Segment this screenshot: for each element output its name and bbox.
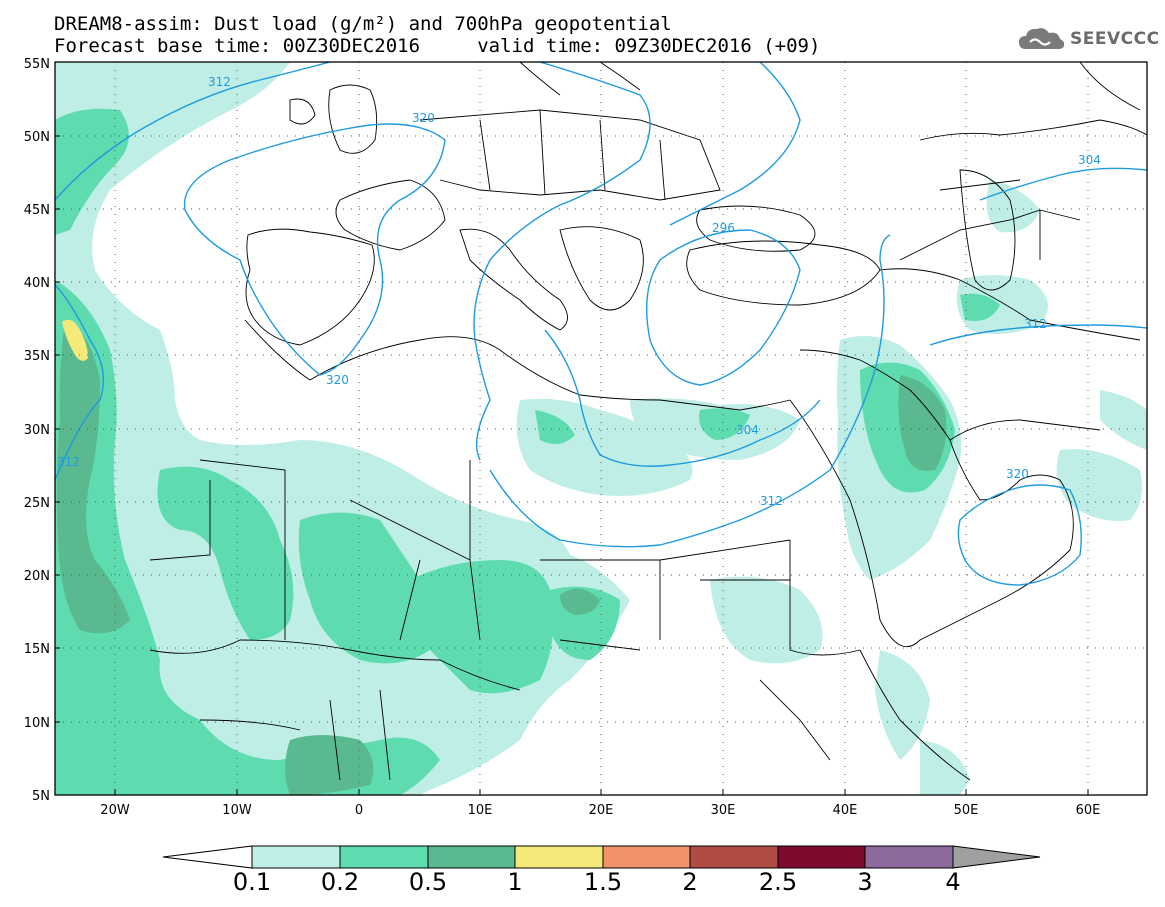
colorbar-high-triangle <box>952 845 1041 869</box>
seevccc-logo: SEEVCCC <box>1018 24 1160 54</box>
geopotential-contours <box>55 62 1147 586</box>
contour-label: 320 <box>326 373 349 387</box>
contour-label: 304 <box>736 423 759 437</box>
cloud-icon <box>1019 28 1065 49</box>
dust-shading-1.0 <box>62 319 88 361</box>
colorbar-label: 2.5 <box>758 868 798 896</box>
country-borders <box>149 62 1147 781</box>
lon-label: 20E <box>589 803 614 818</box>
contour-label: 320 <box>1006 467 1029 481</box>
lat-label: 45N <box>24 203 50 218</box>
colorbar-label: 1.5 <box>583 868 623 896</box>
lon-label: 0 <box>355 803 363 818</box>
lat-label: 5N <box>32 789 50 804</box>
lon-label: 20W <box>100 803 130 818</box>
lat-label: 10N <box>24 716 50 731</box>
axis-ticks <box>55 135 1089 795</box>
colorbar-label: 4 <box>945 868 961 896</box>
colorbar-label: 3 <box>857 868 873 896</box>
colorbar-label: 0.1 <box>232 868 272 896</box>
logo-text: SEEVCCC <box>1070 29 1160 49</box>
colorbar-swatch <box>251 845 341 869</box>
contour-label: 304 <box>1078 153 1101 167</box>
latitude-labels: 55N 50N 45N 40N 35N 30N 25N 20N 15N 10N … <box>24 57 50 804</box>
lon-label: 10E <box>468 803 493 818</box>
lat-label: 40N <box>24 276 50 291</box>
lat-label: 20N <box>24 569 50 584</box>
contour-label: 296 <box>712 221 735 235</box>
lat-label: 35N <box>24 349 50 364</box>
lat-label: 25N <box>24 496 50 511</box>
colorbar <box>162 845 1041 869</box>
colorbar-label: 0.2 <box>320 868 360 896</box>
contour-label: 320 <box>412 111 435 125</box>
colorbar-swatch <box>514 845 604 869</box>
colorbar-label: 0.5 <box>408 868 448 896</box>
colorbar-swatch <box>339 845 429 869</box>
lat-label: 50N <box>24 130 50 145</box>
colorbar-swatch <box>427 845 516 869</box>
lon-label: 50E <box>954 803 979 818</box>
colorbar-swatch <box>777 845 866 869</box>
colorbar-label: 1 <box>507 868 523 896</box>
longitude-labels: 20W 10W 0 10E 20E 30E 40E 50E 60E <box>100 803 1100 818</box>
colorbar-swatch <box>689 845 779 869</box>
colorbar-swatch <box>864 845 954 869</box>
contour-label: 312 <box>57 455 80 469</box>
lon-label: 60E <box>1076 803 1101 818</box>
colorbar-label: 2 <box>682 868 698 896</box>
lat-label: 15N <box>24 642 50 657</box>
colorbar-low-triangle <box>162 845 253 869</box>
lat-label: 30N <box>24 423 50 438</box>
lat-label: 55N <box>24 57 50 72</box>
lon-label: 30E <box>711 803 736 818</box>
colorbar-swatch <box>602 845 691 869</box>
contour-label: 312 <box>760 494 783 508</box>
dust-shading-0.5 <box>56 320 947 795</box>
contour-label: 312 <box>1024 317 1047 331</box>
map-title: DREAM8-assim: Dust load (g/m²) and 700hP… <box>54 13 672 35</box>
contour-labels: 312 320 320 296 304 312 320 304 312 312 <box>57 75 1101 508</box>
contour-label: 312 <box>208 75 231 89</box>
lon-label: 10W <box>222 803 252 818</box>
forecast-time-subtitle: Forecast base time: 00Z30DEC2016 valid t… <box>54 35 821 57</box>
lon-label: 40E <box>833 803 858 818</box>
